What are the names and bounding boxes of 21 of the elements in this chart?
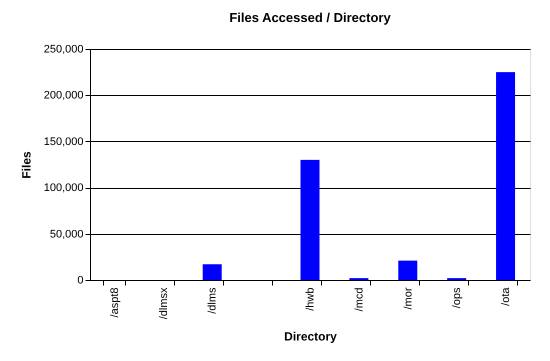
- y-tick-label: 50,000: [50, 228, 84, 240]
- chart-title: Files Accessed / Directory: [229, 10, 392, 25]
- bar: [398, 260, 418, 280]
- x-tick-label: /mcd: [353, 288, 366, 312]
- y-tick-label: 0: [77, 274, 84, 286]
- x-tick-label: /dlmsx: [158, 287, 170, 320]
- y-tick-label: 250,000: [44, 44, 84, 56]
- y-tick-label: 200,000: [44, 90, 84, 102]
- x-tick-label: /ops: [451, 287, 464, 308]
- y-tick-label: 100,000: [44, 182, 84, 194]
- x-tick-label: /dlms: [206, 287, 219, 314]
- y-tick-label: 150,000: [44, 136, 84, 148]
- x-axis-title: Directory: [284, 329, 338, 344]
- bar: [300, 160, 320, 280]
- x-tick-label: /hwb: [304, 288, 316, 311]
- bar: [496, 72, 516, 280]
- x-tick-label: /aspt8: [108, 288, 121, 318]
- x-tick-label: /mor: [402, 287, 414, 310]
- y-axis-title: Files: [20, 151, 34, 179]
- bar: [202, 264, 222, 280]
- x-tick-label: /ota: [500, 286, 512, 306]
